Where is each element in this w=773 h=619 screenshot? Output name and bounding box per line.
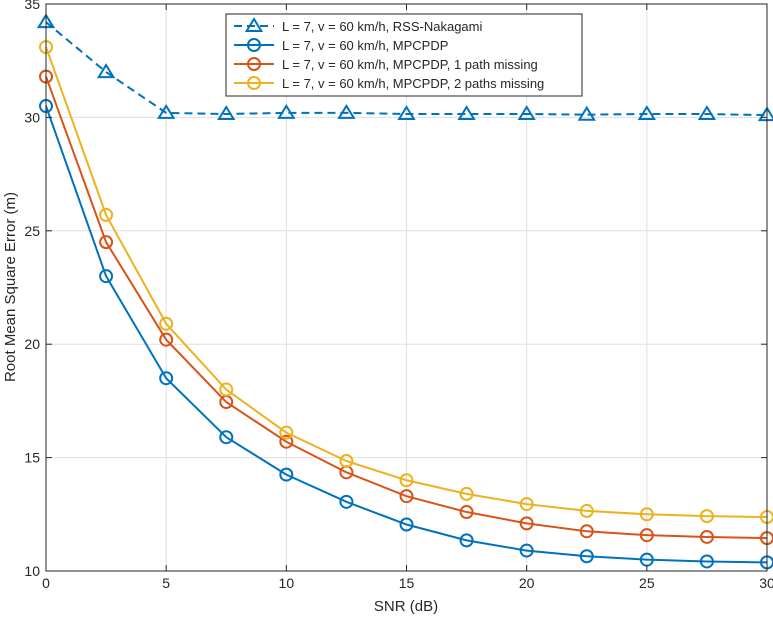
data-point bbox=[217, 105, 236, 121]
series-line bbox=[45, 46, 768, 519]
x-tick-label: 25 bbox=[639, 575, 655, 591]
data-point bbox=[637, 105, 656, 121]
y-tick-label: 30 bbox=[24, 109, 40, 125]
x-tick-label: 5 bbox=[162, 575, 170, 591]
data-point bbox=[159, 371, 174, 386]
legend-marker bbox=[247, 38, 261, 52]
data-point bbox=[279, 434, 294, 449]
y-tick-label: 20 bbox=[24, 336, 40, 352]
data-point bbox=[577, 105, 596, 121]
legend-marker bbox=[247, 76, 261, 90]
legend-label: L = 7, v = 60 km/h, MPCPDP bbox=[282, 38, 448, 53]
data-point bbox=[699, 529, 714, 544]
legend-label: L = 7, v = 60 km/h, RSS-Nakagami bbox=[282, 19, 482, 34]
data-point bbox=[579, 549, 594, 564]
x-tick-label: 0 bbox=[42, 575, 50, 591]
series-line bbox=[45, 21, 768, 117]
legend-item: L = 7, v = 60 km/h, RSS-Nakagami bbox=[234, 17, 482, 34]
data-point bbox=[519, 497, 534, 512]
data-point bbox=[159, 316, 174, 331]
data-point bbox=[219, 430, 234, 445]
data-point bbox=[519, 516, 534, 531]
legend-label: L = 7, v = 60 km/h, MPCPDP, 1 path missi… bbox=[282, 57, 538, 72]
legend: L = 7, v = 60 km/h, RSS-Nakagami L = 7, v… bbox=[225, 13, 583, 97]
data-point bbox=[337, 103, 356, 119]
ticks: 0 5 10 15 20 25 30 10 15 20 25 30 35 bbox=[24, 0, 773, 591]
legend-marker bbox=[244, 17, 264, 33]
legend-item: L = 7, v = 60 km/h, MPCPDP bbox=[234, 38, 448, 53]
data-point bbox=[459, 486, 474, 501]
data-point bbox=[99, 269, 114, 284]
data-point bbox=[517, 105, 536, 121]
data-point bbox=[399, 473, 414, 488]
data-point bbox=[457, 105, 476, 121]
data-point bbox=[277, 103, 296, 119]
data-point bbox=[339, 494, 354, 509]
y-tick-label: 10 bbox=[24, 563, 40, 579]
data-point bbox=[699, 554, 714, 569]
legend-item: L = 7, v = 60 km/h, MPCPDP, 2 paths miss… bbox=[234, 76, 544, 91]
data-point bbox=[219, 382, 234, 397]
y-tick-label: 35 bbox=[24, 0, 40, 12]
data-point bbox=[99, 235, 114, 250]
data-point bbox=[399, 489, 414, 504]
x-tick-label: 30 bbox=[759, 575, 773, 591]
data-point bbox=[579, 503, 594, 518]
data-point bbox=[639, 507, 654, 522]
y-tick-label: 15 bbox=[24, 450, 40, 466]
data-point bbox=[157, 103, 176, 119]
series-line bbox=[45, 105, 768, 564]
legend-box bbox=[225, 13, 583, 97]
legend-marker bbox=[247, 57, 261, 71]
y-tick-label: 25 bbox=[24, 223, 40, 239]
data-point bbox=[99, 207, 114, 222]
y-axis-label: Root Mean Square Error (m) bbox=[2, 192, 19, 382]
series-line bbox=[45, 76, 768, 540]
data-point bbox=[519, 543, 534, 558]
data-point bbox=[699, 509, 714, 524]
data-point bbox=[96, 63, 116, 79]
data-point bbox=[279, 467, 294, 482]
x-tick-label: 20 bbox=[519, 575, 535, 591]
data-point bbox=[579, 524, 594, 539]
x-tick-label: 10 bbox=[279, 575, 295, 591]
data-point bbox=[159, 332, 174, 347]
data-point bbox=[697, 105, 717, 121]
data-point bbox=[459, 505, 474, 520]
data-point bbox=[459, 533, 474, 548]
data-point bbox=[279, 425, 294, 440]
series-2 bbox=[39, 69, 773, 546]
legend-item: L = 7, v = 60 km/h, MPCPDP, 1 path missi… bbox=[234, 57, 538, 72]
x-axis-label: SNR (dB) bbox=[374, 598, 438, 615]
data-point bbox=[397, 105, 416, 121]
x-tick-label: 15 bbox=[399, 575, 415, 591]
legend-label: L = 7, v = 60 km/h, MPCPDP, 2 paths miss… bbox=[282, 76, 544, 91]
data-point bbox=[639, 528, 654, 543]
series-1 bbox=[39, 99, 773, 570]
data-point bbox=[399, 517, 414, 532]
data-point bbox=[339, 454, 354, 469]
